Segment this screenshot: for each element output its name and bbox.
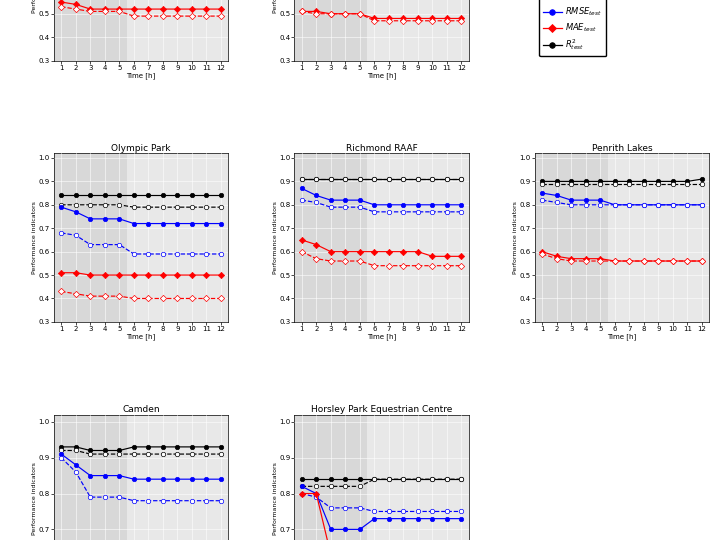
Y-axis label: Performance indicators: Performance indicators	[273, 0, 278, 13]
Bar	[367, 0, 469, 60]
Bar	[127, 0, 228, 60]
Bar	[367, 415, 469, 540]
Title: Penrith Lakes: Penrith Lakes	[592, 144, 652, 152]
Title: Horsley Park Equestrian Centre: Horsley Park Equestrian Centre	[311, 405, 452, 414]
Y-axis label: Performance indicators: Performance indicators	[273, 462, 278, 535]
X-axis label: Time [h]: Time [h]	[127, 333, 156, 340]
Y-axis label: Performance indicators: Performance indicators	[273, 201, 278, 274]
Y-axis label: Performance indicators: Performance indicators	[32, 0, 37, 13]
X-axis label: Time [h]: Time [h]	[127, 72, 156, 79]
X-axis label: Time [h]: Time [h]	[367, 333, 396, 340]
Y-axis label: Performance indicators: Performance indicators	[513, 201, 518, 274]
X-axis label: Time [h]: Time [h]	[608, 333, 636, 340]
Title: Richmond RAAF: Richmond RAAF	[346, 144, 418, 152]
X-axis label: Time [h]: Time [h]	[367, 72, 396, 79]
Bar	[608, 153, 709, 322]
Title: Camden: Camden	[122, 405, 160, 414]
Y-axis label: Performance indicators: Performance indicators	[32, 462, 37, 535]
Bar	[367, 153, 469, 322]
Title: Olympic Park: Olympic Park	[112, 144, 171, 152]
Legend: $R^2_{train}$, $RMSE_{test}$, $MAE_{test}$, $R^2_{test}$: $R^2_{train}$, $RMSE_{test}$, $MAE_{test…	[539, 0, 606, 56]
Bar	[127, 153, 228, 322]
Bar	[127, 415, 228, 540]
Y-axis label: Performance indicators: Performance indicators	[32, 201, 37, 274]
